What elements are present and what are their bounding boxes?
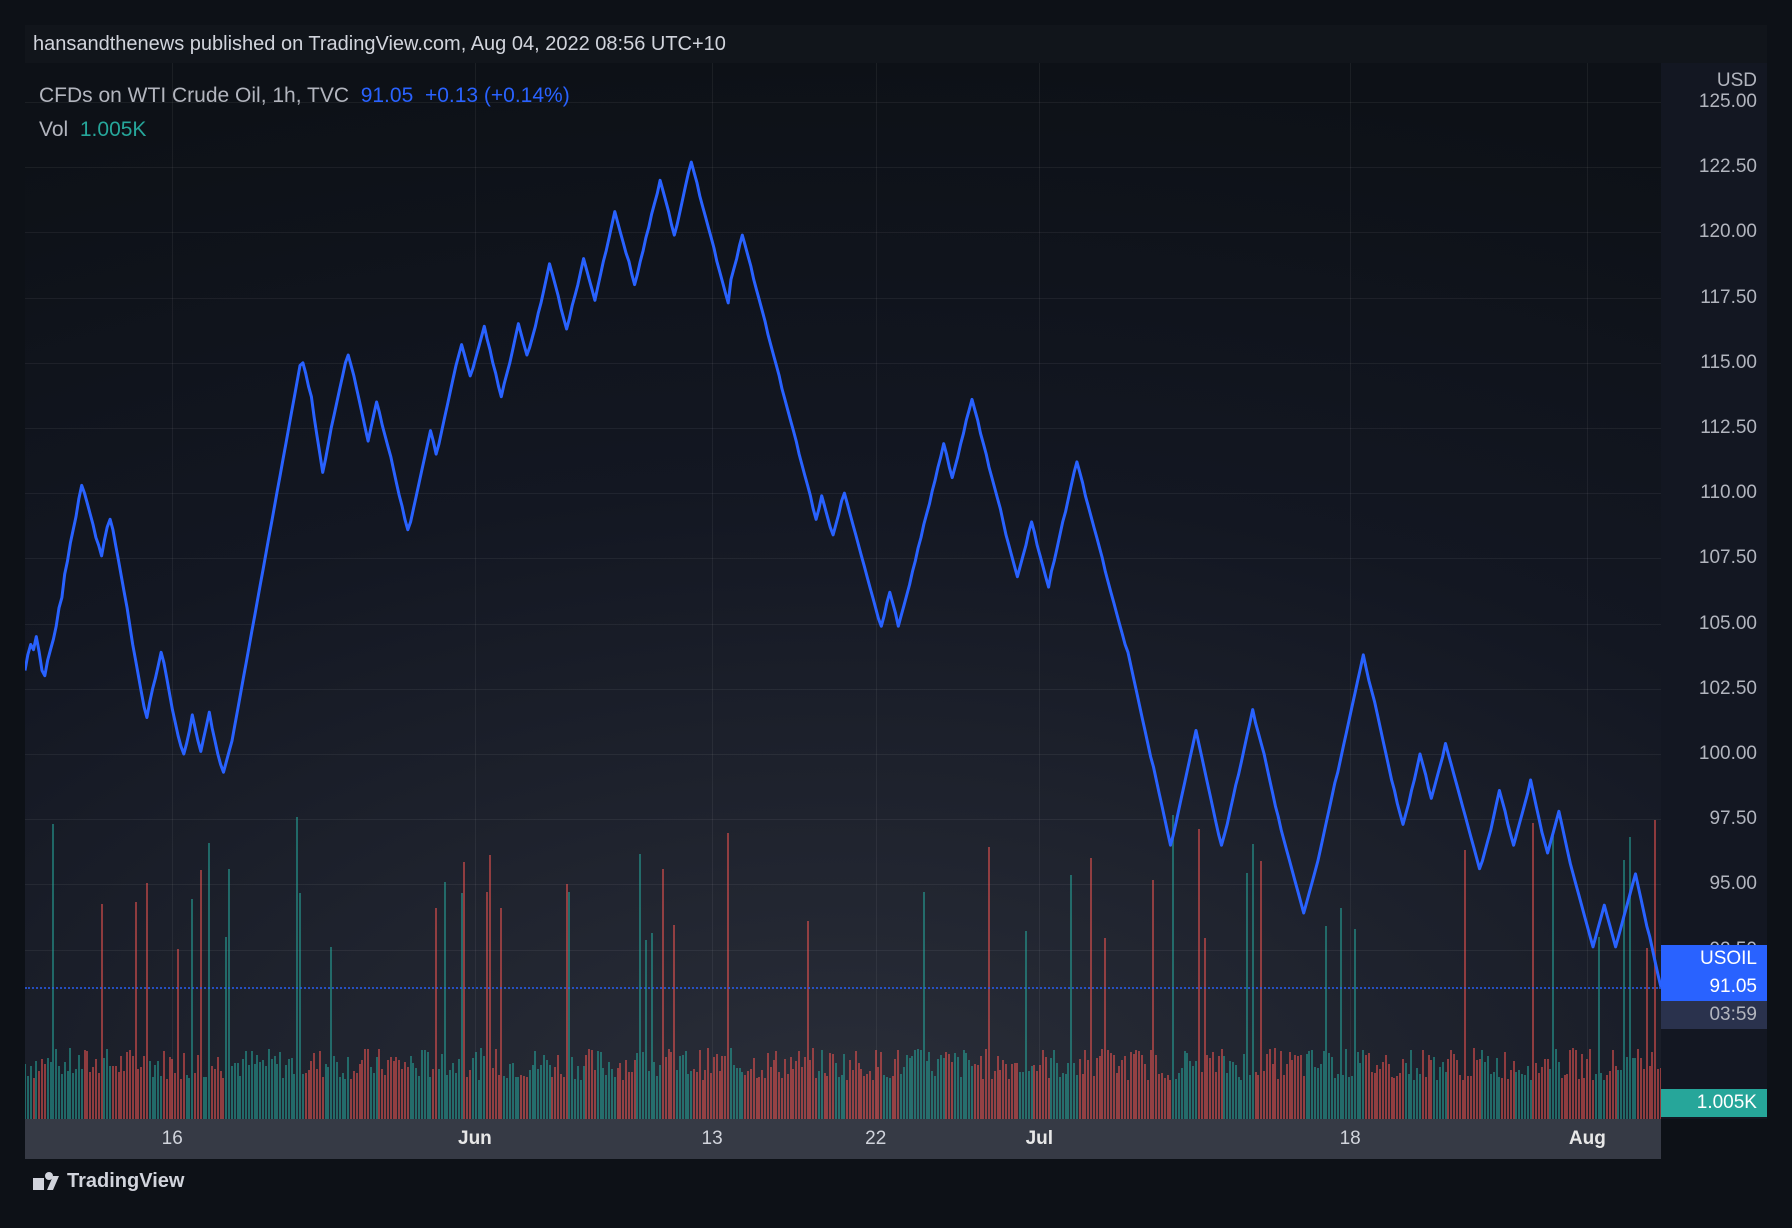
footer-brand: TradingView — [67, 1170, 184, 1193]
price-change: +0.13 (+0.14%) — [425, 84, 570, 107]
y-tick: 95.00 — [1709, 873, 1757, 895]
chart-legend: CFDs on WTI Crude Oil, 1h, TVC 91.05 +0.… — [39, 81, 570, 145]
y-tick: 122.50 — [1699, 156, 1757, 178]
y-tick: 100.00 — [1699, 743, 1757, 765]
symbol-badge: USOIL — [1661, 945, 1767, 973]
publish-bar: hansandthenews published on TradingView.… — [25, 25, 1767, 63]
x-tick: Aug — [1569, 1128, 1606, 1150]
x-tick: Jul — [1026, 1128, 1053, 1150]
last-price: 91.05 — [361, 84, 414, 107]
last-price-badge: 91.05 — [1661, 973, 1767, 1001]
y-axis-unit: USD — [1717, 70, 1757, 92]
x-tick: Jun — [458, 1128, 492, 1150]
y-tick: 117.50 — [1700, 287, 1757, 309]
x-tick: 16 — [162, 1128, 183, 1150]
y-tick: 105.00 — [1699, 613, 1757, 635]
y-tick: 102.50 — [1699, 678, 1757, 700]
tradingview-logo-icon — [33, 1172, 59, 1190]
chart-area[interactable]: CFDs on WTI Crude Oil, 1h, TVC 91.05 +0.… — [25, 63, 1767, 1159]
y-tick: 120.00 — [1699, 221, 1757, 243]
countdown-badge: 03:59 — [1661, 1001, 1767, 1029]
y-tick: 107.50 — [1699, 547, 1757, 569]
y-tick: 115.00 — [1700, 352, 1757, 374]
x-tick: 22 — [865, 1128, 886, 1150]
y-tick: 112.50 — [1700, 417, 1757, 439]
y-axis: USD 125.00 122.50 120.00 117.50 115.00 112.50… — [1661, 63, 1767, 1119]
y-tick: 110.00 — [1700, 482, 1757, 504]
price-line — [25, 63, 1661, 1119]
volume-label: Vol — [39, 118, 68, 141]
footer: TradingView — [25, 1159, 1767, 1203]
x-axis: 16 Jun 13 22 Jul 18 Aug — [25, 1119, 1661, 1159]
price-plot[interactable]: CFDs on WTI Crude Oil, 1h, TVC 91.05 +0.… — [25, 63, 1661, 1119]
x-tick: 18 — [1340, 1128, 1361, 1150]
x-tick: 13 — [702, 1128, 723, 1150]
symbol-description: CFDs on WTI Crude Oil, 1h, TVC — [39, 84, 349, 107]
volume-badge: 1.005K — [1661, 1089, 1767, 1117]
y-tick: 125.00 — [1699, 91, 1757, 113]
volume-value: 1.005K — [80, 118, 147, 141]
y-tick: 97.50 — [1709, 808, 1757, 830]
